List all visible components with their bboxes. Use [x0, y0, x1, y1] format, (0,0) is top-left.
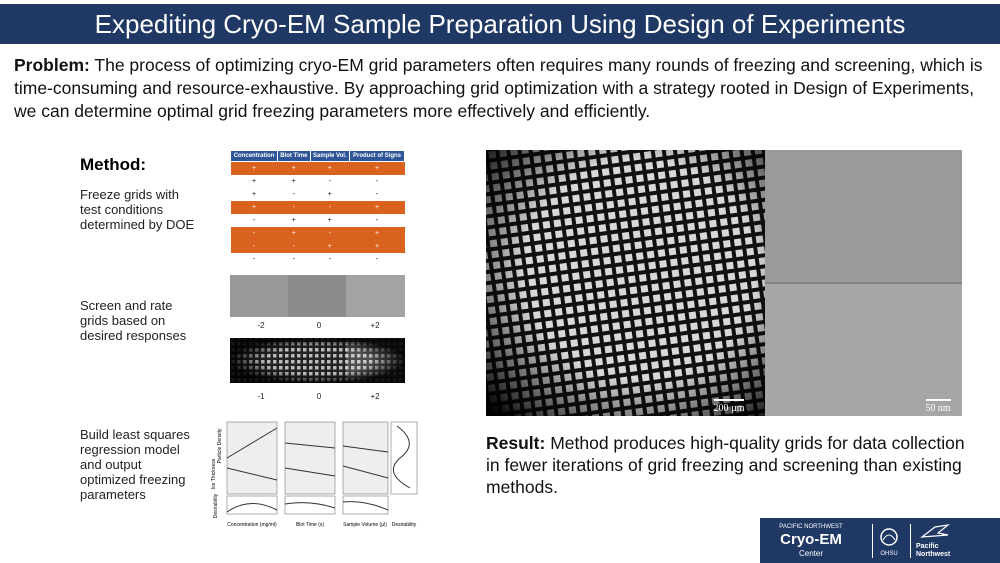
scale-label: 200 µm	[713, 403, 744, 414]
rating-label: 0	[316, 392, 322, 401]
rating-label: -2	[257, 321, 265, 330]
axis-label: Desirability	[213, 493, 219, 518]
table-cell: -	[375, 191, 379, 198]
table-cell: +	[277, 161, 311, 175]
table-row: - + - +	[230, 227, 405, 240]
problem-text: The process of optimizing cryo-EM grid p…	[14, 55, 983, 121]
table-cell: +	[349, 227, 405, 240]
table-cell: -	[252, 217, 256, 224]
title: Expediting Cryo-EM Sample Preparation Us…	[94, 9, 906, 39]
table-header: Sample Vol.	[309, 150, 351, 162]
table-cell: -	[375, 217, 379, 224]
table-row: + - + -	[231, 188, 405, 201]
table-cell: +	[251, 191, 257, 198]
rating-label: -1	[257, 392, 265, 401]
table-cell: -	[230, 240, 278, 253]
result: Result: Method produces high-quality gri…	[486, 432, 966, 498]
table-cell: -	[230, 227, 278, 240]
table-cell: +	[349, 201, 405, 214]
table-cell: +	[349, 240, 405, 253]
logo-text: PACIFIC NORTHWEST	[779, 524, 843, 530]
table-row: - - + +	[230, 240, 405, 253]
table-cell: +	[327, 217, 332, 224]
table-cell: +	[291, 217, 296, 224]
table-cell: -	[292, 256, 295, 263]
axis-label: Blot Time (s)	[296, 522, 324, 528]
doe-table: Concentration Blot Time Sample Vol. Product…	[229, 150, 405, 266]
table-cell: +	[349, 161, 405, 175]
table-header: Blot Time	[277, 150, 311, 162]
axis-label: Ice Thickness	[211, 458, 217, 489]
table-cell: +	[327, 191, 332, 198]
table-cell: +	[277, 227, 311, 240]
step: Freeze grids with test conditions determ…	[80, 187, 195, 232]
logo-text: Pacific Northwest	[916, 543, 951, 558]
axis-label: Sample Volume (µl)	[343, 522, 387, 528]
table-cell: +	[291, 178, 296, 185]
logo-bar: PACIFIC NORTHWEST Cryo-EM Center OHSU Pa…	[760, 518, 1000, 563]
regression-plot: Concentration (mg/ml) Blot Time (s) Samp…	[211, 421, 418, 528]
table-cell: -	[328, 178, 331, 185]
table-cell: -	[375, 256, 379, 263]
step: Screen and rate grids based on desired r…	[80, 298, 187, 343]
logo-text: OHSU	[880, 551, 898, 557]
table-row: ----	[231, 253, 405, 266]
logo-text: Center	[798, 549, 823, 558]
table-row: + + + +	[230, 161, 405, 175]
table-header: Product of Signs	[349, 150, 405, 162]
title-bar: Expediting Cryo-EM Sample Preparation Us…	[0, 4, 1000, 44]
table-cell: -	[277, 201, 311, 214]
axis-label: Particle Density	[217, 428, 223, 463]
divider	[872, 524, 873, 558]
table-row: - + + -	[231, 214, 405, 227]
table-row: + + - -	[231, 175, 405, 188]
screen-images	[230, 275, 405, 383]
rating-label: 0	[316, 321, 322, 330]
result-label: Result:	[486, 433, 546, 453]
result-text: Method produces high-quality grids for d…	[486, 433, 965, 497]
table-header: Concentration	[229, 150, 279, 162]
method-heading: Method:	[80, 155, 147, 174]
table-cell: -	[277, 240, 311, 253]
table-cell: +	[310, 161, 350, 175]
table-cell: -	[252, 256, 256, 263]
table-cell: -	[310, 201, 350, 214]
axis-label: Concentration (mg/ml)	[227, 522, 277, 528]
table-cell: -	[328, 256, 331, 263]
logo-text: Cryo-EM	[780, 531, 842, 548]
table-cell: -	[292, 191, 295, 198]
axis-label: Desirability	[392, 522, 417, 528]
problem-label: Problem:	[14, 55, 90, 75]
micrograph: 200 µm 50 nm	[486, 150, 962, 416]
table-cell: -	[310, 227, 350, 240]
step: Build least squares regression model and…	[80, 427, 190, 502]
divider	[910, 524, 911, 558]
pnnl-icon	[920, 524, 950, 538]
table-cell: +	[230, 201, 278, 214]
rating-label: +2	[370, 392, 380, 401]
scale-label: 50 nm	[925, 403, 951, 414]
table-row: + - - +	[230, 201, 405, 214]
table-cell: +	[310, 240, 350, 253]
table-cell: +	[230, 161, 278, 175]
rating-label: +2	[370, 321, 380, 330]
problem: Problem: The process of optimizing cryo-…	[14, 54, 989, 123]
table-cell: -	[375, 178, 379, 185]
table-cell: +	[251, 178, 257, 185]
ohsu-icon	[880, 528, 898, 546]
